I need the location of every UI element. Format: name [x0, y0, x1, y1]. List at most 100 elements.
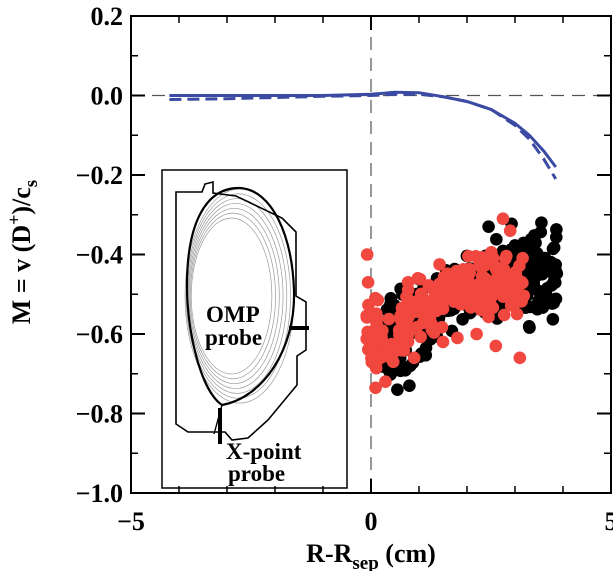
- red-data-point: [436, 302, 450, 316]
- y-axis-title: M = v (D+)/cs: [4, 180, 42, 324]
- red-data-point: [479, 258, 492, 272]
- x-axis-title: R-Rsep (cm): [306, 539, 436, 571]
- omp-probe-label-line2: probe: [205, 325, 262, 350]
- black-data-point: [527, 232, 541, 245]
- inset-flux-line: [188, 207, 280, 385]
- red-data-point: [409, 322, 423, 336]
- red-data-point: [451, 331, 464, 345]
- red-data-point: [379, 375, 392, 389]
- y-tick-label: −1.0: [76, 479, 123, 508]
- red-data-point: [386, 355, 400, 369]
- red-data-point: [401, 335, 415, 349]
- x-tick-label: 0: [365, 507, 378, 536]
- red-data-point: [471, 291, 484, 304]
- red-data-point: [501, 285, 514, 298]
- red-data-point: [472, 278, 485, 292]
- black-data-point: [549, 230, 563, 244]
- inset-frame: [161, 169, 348, 489]
- inset-equilibrium-diagram: OMP probe X-point probe: [161, 169, 348, 489]
- black-data-point: [482, 220, 495, 233]
- inset-flux-line: [190, 217, 273, 375]
- x-tick-label: −5: [117, 507, 145, 536]
- red-data-point: [496, 270, 510, 284]
- y-tick-label: 0.2: [91, 2, 124, 31]
- red-data-point: [517, 289, 531, 303]
- black-data-point: [403, 379, 416, 392]
- y-tick-label: −0.8: [76, 400, 123, 429]
- red-data-point: [375, 330, 388, 344]
- red-data-point: [503, 224, 517, 237]
- y-tick-label: −0.2: [76, 161, 123, 190]
- black-data-point: [546, 267, 560, 280]
- black-data-point: [490, 233, 503, 246]
- red-data-point: [516, 251, 529, 265]
- red-data-point: [424, 301, 438, 315]
- red-data-point: [482, 310, 495, 324]
- red-data-point: [361, 276, 375, 289]
- red-data-point: [433, 258, 446, 271]
- red-data-point: [407, 351, 421, 365]
- red-data-point: [369, 361, 383, 375]
- red-data-point: [500, 249, 513, 263]
- black-data-point: [546, 242, 560, 256]
- black-data-point: [527, 276, 541, 290]
- red-data-point: [490, 261, 503, 274]
- red-data-point: [371, 293, 385, 307]
- red-data-point: [400, 291, 414, 305]
- red-data-point: [369, 381, 382, 395]
- x-tick-label: 5: [605, 507, 613, 536]
- red-data-point: [414, 287, 428, 301]
- y-tick-label: 0.0: [91, 82, 124, 111]
- xpoint-probe-label-line2: probe: [228, 461, 285, 486]
- red-data-point: [485, 245, 498, 259]
- black-data-point: [539, 288, 553, 302]
- black-data-point: [508, 239, 522, 252]
- y-tick-label: −0.4: [76, 241, 123, 270]
- xpoint-probe-label-line1: X-point: [226, 439, 302, 464]
- red-data-point: [461, 270, 475, 283]
- red-data-point: [497, 308, 511, 322]
- black-data-point: [546, 312, 560, 326]
- red-data-point: [374, 351, 388, 364]
- black-data-point: [523, 321, 536, 334]
- red-data-point: [496, 212, 510, 226]
- red-data-point: [413, 272, 427, 286]
- red-data-point: [383, 341, 397, 355]
- dashed-model-line: [169, 92, 558, 180]
- red-data-point: [414, 305, 427, 319]
- red-data-point: [450, 264, 463, 278]
- red-data-point: [436, 335, 450, 349]
- red-data-point: [515, 275, 528, 289]
- y-tick-label: −0.6: [76, 320, 123, 349]
- red-data-point: [470, 327, 483, 341]
- omp-probe-label-line1: OMP: [206, 302, 260, 327]
- solid-model-line: [169, 90, 557, 168]
- red-data-point: [437, 293, 450, 306]
- red-data-point: [445, 278, 459, 291]
- red-data-point: [363, 339, 377, 353]
- inset-flux-line: [185, 193, 291, 399]
- red-data-point: [360, 248, 374, 261]
- axis-ticks: 0.2 0.0 −0.2 −0.4 −0.6 −0.8 −1.0−5 0 5: [76, 2, 613, 536]
- inset-flux-line: [189, 212, 276, 380]
- red-data-point: [361, 325, 374, 339]
- red-data-point: [428, 285, 441, 299]
- red-data-point: [382, 312, 396, 326]
- red-data-point: [428, 323, 441, 337]
- red-data-point: [369, 307, 383, 320]
- black-data-point: [535, 216, 548, 229]
- series-layer: [169, 90, 564, 396]
- red-data-point: [513, 351, 527, 365]
- black-data-point: [391, 383, 404, 396]
- red-data-point: [394, 314, 408, 327]
- black-data-point: [547, 276, 561, 290]
- black-data-point: [384, 292, 398, 305]
- inset-separatrix: [185, 186, 296, 407]
- red-data-point: [504, 299, 518, 312]
- red-data-point: [485, 283, 499, 297]
- red-scatter-series: [360, 212, 531, 395]
- red-data-point: [401, 275, 415, 289]
- black-data-point: [528, 258, 542, 272]
- red-data-point: [489, 339, 503, 353]
